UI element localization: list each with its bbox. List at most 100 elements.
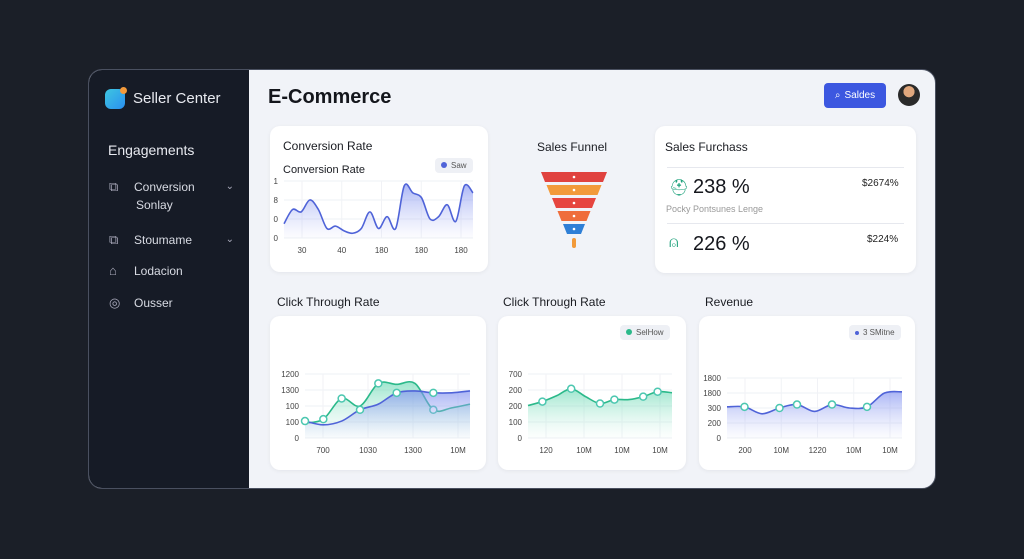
series-area [528, 388, 672, 438]
sidebar-item-label: Conversion [134, 179, 195, 194]
metric-caption: Pocky Pontsunes Lenge [666, 204, 764, 214]
y-tick-label: 0 [274, 215, 279, 224]
y-tick-label: 0 [274, 234, 279, 243]
sidebar: Seller Center Engagements ⧉ Conversion ⌄ S… [89, 70, 249, 488]
series-area [284, 184, 473, 238]
chart-subtitle: Conversion Rate [283, 164, 365, 176]
funnel-dot [572, 214, 576, 218]
data-point [392, 388, 401, 398]
data-point [827, 400, 837, 409]
sidebar-item-label: Lodacion [134, 263, 183, 278]
data-point [653, 387, 662, 396]
data-point [792, 400, 802, 409]
avatar[interactable] [898, 84, 920, 106]
ctr2-card: SelHow 700 200 200 100 0 120 10M 10M 10M [498, 316, 686, 470]
x-tick-label: 10M [614, 446, 630, 455]
divider [667, 167, 904, 168]
card-title: Conversion Rate [283, 139, 373, 153]
series-line [304, 390, 471, 426]
data-point [862, 402, 872, 412]
y-tick-label: 100 [286, 402, 300, 411]
y-tick-label: 200 [509, 402, 523, 411]
metric-amount: $2674% [862, 178, 899, 189]
sidebar-subitem[interactable]: Sonlay [136, 198, 173, 212]
data-point [610, 395, 619, 404]
metric-value: 238 % [693, 176, 750, 198]
revenue-chart: 1800 1800 300 200 0 200 10M 1220 10M 10M [703, 374, 903, 455]
metric-value: 226 % [693, 233, 750, 255]
data-point [300, 416, 310, 426]
sidebar-item-stoumame[interactable]: ⧉ Stoumame ⌄ [109, 232, 234, 247]
funnel-dot [572, 175, 576, 179]
x-tick-label: 10M [882, 446, 898, 455]
home-icon: ⌂ [109, 263, 117, 278]
data-point [355, 405, 365, 415]
data-point [638, 392, 648, 401]
funnel-dot [572, 188, 576, 192]
x-tick-label: 40 [337, 246, 346, 255]
app-window: Seller Center Engagements ⧉ Conversion ⌄ S… [88, 69, 936, 489]
robot-icon: ⛑ [669, 180, 690, 197]
y-tick-label: 700 [509, 370, 523, 379]
sidebar-item-conversion[interactable]: ⧉ Conversion ⌄ [109, 179, 234, 194]
ctr1-title: Click Through Rate [277, 295, 380, 309]
y-tick-label: 0 [295, 434, 300, 443]
divider [667, 223, 904, 224]
ctr1-chart: 1200 1300 100 100 0 700 1030 1300 10M [281, 370, 471, 455]
x-tick-label: 1030 [359, 446, 377, 455]
data-point [538, 397, 547, 406]
page-title: E-Commerce [268, 86, 392, 108]
chart-legend: 3 SMitne [849, 325, 901, 340]
revenue-card: 3 SMitne 1800 1800 300 200 0 200 10M 1220 10M 10M [699, 316, 915, 470]
sidebar-item-ousser[interactable]: ◎ Ousser [109, 295, 234, 310]
x-tick-label: 180 [375, 246, 389, 255]
y-tick-label: 1 [274, 177, 279, 186]
metric-amount: $224% [867, 234, 899, 245]
data-point [429, 388, 438, 398]
funnel-dot [572, 201, 576, 205]
data-point [337, 394, 346, 403]
y-tick-label: 8 [274, 196, 279, 205]
funnel-stem [572, 238, 576, 248]
card-title: Sales Furchass [665, 140, 748, 154]
y-tick-label: 100 [286, 418, 300, 427]
data-point [319, 414, 328, 424]
y-tick-label: 1200 [281, 370, 299, 379]
ctr1-card: 1200 1300 100 100 0 700 1030 1300 10M [270, 316, 486, 470]
x-tick-label: 1220 [809, 446, 827, 455]
main-content: E-Commerce ⌕ Saldes Conversion Rate Conve… [249, 70, 935, 488]
data-point [566, 384, 576, 394]
chevron-down-icon[interactable]: ⌄ [225, 181, 234, 192]
chevron-down-icon[interactable]: ⌄ [225, 234, 234, 245]
y-tick-label: 300 [708, 404, 722, 413]
user-icon: ⍝ [669, 234, 679, 251]
external-link-icon: ⧉ [109, 179, 119, 194]
sidebar-item-label: Stoumame [134, 232, 193, 247]
sidebar-item-lodacion[interactable]: ⌂ Lodacion [109, 263, 234, 278]
y-tick-label: 0 [717, 434, 722, 443]
data-point [740, 402, 749, 412]
x-tick-label: 180 [415, 246, 429, 255]
x-tick-label: 180 [454, 246, 468, 255]
revenue-title: Revenue [705, 295, 754, 309]
series-area [727, 391, 902, 438]
x-tick-label: 10M [773, 446, 789, 455]
chart-legend: SelHow [620, 325, 670, 340]
search-button[interactable]: ⌕ Saldes [824, 83, 886, 108]
ctr2-chart: 700 200 200 100 0 120 10M 10M 10M [509, 370, 673, 455]
x-tick-label: 120 [539, 446, 553, 455]
x-tick-label: 700 [316, 446, 330, 455]
y-tick-label: 0 [518, 434, 523, 443]
brand-name: Seller Center [133, 90, 221, 107]
y-tick-label: 200 [708, 419, 722, 428]
series-line [726, 390, 903, 415]
logo-icon [105, 87, 127, 109]
sales-purchase-card: Sales Furchass ⛑ 238 % $2674% Pocky Pont… [655, 126, 916, 273]
x-tick-label: 1300 [404, 446, 422, 455]
data-point [775, 403, 784, 413]
series-line [283, 183, 474, 235]
sales-funnel-chart [541, 172, 607, 248]
external-link-icon: ⧉ [109, 232, 119, 247]
x-tick-label: 10M [450, 446, 466, 455]
